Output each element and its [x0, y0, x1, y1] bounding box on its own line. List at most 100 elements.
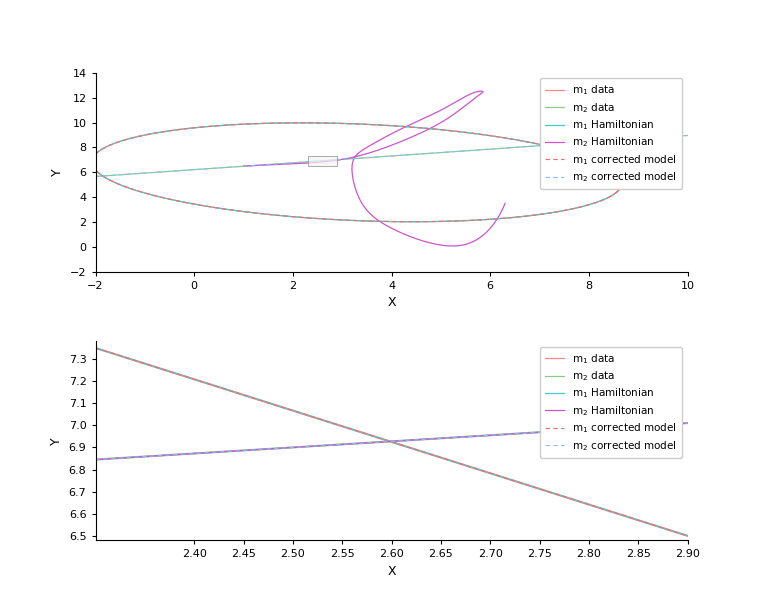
- m$_2$ corrected model: [443, 149, 452, 156]
- m$_1$ data: [612, 189, 621, 196]
- m$_1$ corrected model: [378, 218, 387, 225]
- m$_2$ corrected model: [411, 151, 420, 158]
- Line: m$_2$ corrected model: m$_2$ corrected model: [96, 423, 688, 459]
- m$_1$ Hamiltonian: [594, 158, 603, 165]
- m$_2$ Hamiltonian: [91, 456, 100, 463]
- m$_1$ Hamiltonian: [169, 127, 178, 134]
- Line: m$_2$ Hamiltonian: m$_2$ Hamiltonian: [96, 423, 688, 459]
- m$_2$ data: [93, 456, 102, 463]
- m$_1$ data: [683, 532, 692, 540]
- m$_2$ corrected model: [576, 139, 585, 146]
- Legend: m$_1$ data, m$_2$ data, m$_1$ Hamiltonian, m$_2$ Hamiltonian, m$_1$ corrected mo: m$_1$ data, m$_2$ data, m$_1$ Hamiltonia…: [540, 78, 682, 189]
- m$_1$ corrected model: [93, 345, 102, 352]
- m$_1$ corrected model: [453, 459, 462, 467]
- m$_1$ Hamiltonian: [407, 218, 416, 225]
- m$_2$ Hamiltonian: [453, 97, 462, 104]
- m$_1$ Hamiltonian: [442, 455, 451, 463]
- m$_1$ Hamiltonian: [93, 345, 102, 352]
- m$_1$ data: [612, 189, 621, 196]
- m$_1$ data: [296, 119, 306, 126]
- m$_1$ data: [407, 218, 416, 225]
- m$_1$ Hamiltonian: [296, 119, 306, 126]
- m$_2$ corrected model: [668, 133, 678, 140]
- m$_2$ corrected model: [453, 433, 462, 441]
- m$_1$ Hamiltonian: [378, 218, 387, 225]
- m$_1$ Hamiltonian: [612, 189, 621, 196]
- m$_1$ Hamiltonian: [348, 217, 357, 224]
- m$_2$ data: [576, 139, 585, 146]
- m$_2$ data: [443, 434, 452, 441]
- m$_1$ Hamiltonian: [202, 203, 212, 210]
- m$_1$ Hamiltonian: [683, 532, 692, 540]
- m$_1$ corrected model: [594, 158, 603, 165]
- m$_2$ Hamiltonian: [683, 419, 692, 427]
- Line: m$_1$ Hamiltonian: m$_1$ Hamiltonian: [96, 348, 688, 536]
- m$_1$ corrected model: [169, 127, 178, 134]
- m$_2$ Hamiltonian: [397, 229, 406, 237]
- Line: m$_1$ data: m$_1$ data: [92, 123, 622, 222]
- m$_2$ corrected model: [442, 435, 451, 442]
- m$_1$ data: [594, 158, 603, 165]
- X-axis label: X: X: [387, 565, 396, 578]
- Bar: [308, 155, 337, 166]
- m$_1$ data: [202, 203, 212, 210]
- m$_2$ Hamiltonian: [443, 434, 452, 441]
- m$_2$ Hamiltonian: [350, 154, 359, 161]
- Legend: m$_1$ data, m$_2$ data, m$_1$ Hamiltonian, m$_2$ Hamiltonian, m$_1$ corrected mo: m$_1$ data, m$_2$ data, m$_1$ Hamiltonia…: [540, 347, 682, 458]
- m$_2$ Hamiltonian: [476, 87, 485, 95]
- Y-axis label: Y: Y: [50, 437, 63, 444]
- m$_1$ data: [91, 344, 100, 351]
- m$_2$ corrected model: [627, 423, 636, 430]
- m$_2$ corrected model: [93, 456, 102, 463]
- m$_2$ Hamiltonian: [453, 433, 462, 441]
- m$_1$ data: [627, 515, 636, 522]
- m$_1$ Hamiltonian: [443, 456, 452, 464]
- m$_2$ Hamiltonian: [468, 89, 478, 97]
- Line: m$_1$ corrected model: m$_1$ corrected model: [96, 348, 688, 536]
- m$_2$ corrected model: [91, 173, 100, 180]
- m$_2$ corrected model: [683, 132, 692, 139]
- m$_1$ corrected model: [443, 456, 452, 464]
- m$_1$ corrected model: [348, 217, 357, 224]
- m$_1$ data: [93, 345, 102, 352]
- m$_1$ data: [348, 217, 357, 224]
- m$_2$ data: [91, 173, 100, 180]
- m$_1$ corrected model: [590, 503, 599, 510]
- m$_2$ data: [668, 133, 678, 140]
- m$_2$ data: [91, 456, 100, 463]
- m$_1$ Hamiltonian: [91, 344, 100, 351]
- Line: m$_1$ corrected model: m$_1$ corrected model: [92, 123, 622, 222]
- m$_2$ Hamiltonian: [410, 234, 419, 242]
- m$_1$ corrected model: [296, 119, 306, 126]
- m$_1$ corrected model: [407, 218, 416, 225]
- Line: m$_2$ corrected model: m$_2$ corrected model: [96, 135, 688, 177]
- m$_2$ data: [627, 423, 636, 430]
- m$_2$ data: [453, 433, 462, 441]
- m$_1$ corrected model: [627, 515, 636, 522]
- m$_2$ Hamiltonian: [627, 423, 636, 430]
- m$_2$ Hamiltonian: [590, 425, 599, 432]
- m$_2$ corrected model: [376, 153, 385, 160]
- m$_1$ data: [443, 456, 452, 464]
- m$_2$ corrected model: [91, 456, 100, 463]
- m$_2$ corrected model: [683, 419, 692, 427]
- m$_1$ Hamiltonian: [453, 459, 462, 467]
- m$_1$ Hamiltonian: [612, 189, 621, 196]
- m$_2$ Hamiltonian: [239, 163, 248, 170]
- m$_2$ Hamiltonian: [93, 456, 102, 463]
- m$_1$ data: [590, 503, 599, 510]
- m$_2$ Hamiltonian: [442, 435, 451, 442]
- m$_1$ data: [131, 134, 140, 141]
- Line: m$_2$ data: m$_2$ data: [96, 135, 688, 177]
- m$_1$ data: [442, 455, 451, 463]
- m$_2$ corrected model: [590, 425, 599, 432]
- m$_1$ data: [453, 459, 462, 467]
- m$_1$ Hamiltonian: [590, 503, 599, 510]
- m$_2$ data: [683, 132, 692, 139]
- m$_2$ corrected model: [372, 154, 381, 161]
- m$_2$ data: [443, 149, 452, 156]
- m$_1$ Hamiltonian: [627, 515, 636, 522]
- m$_2$ data: [372, 154, 381, 161]
- m$_1$ corrected model: [442, 455, 451, 463]
- m$_2$ data: [411, 151, 420, 158]
